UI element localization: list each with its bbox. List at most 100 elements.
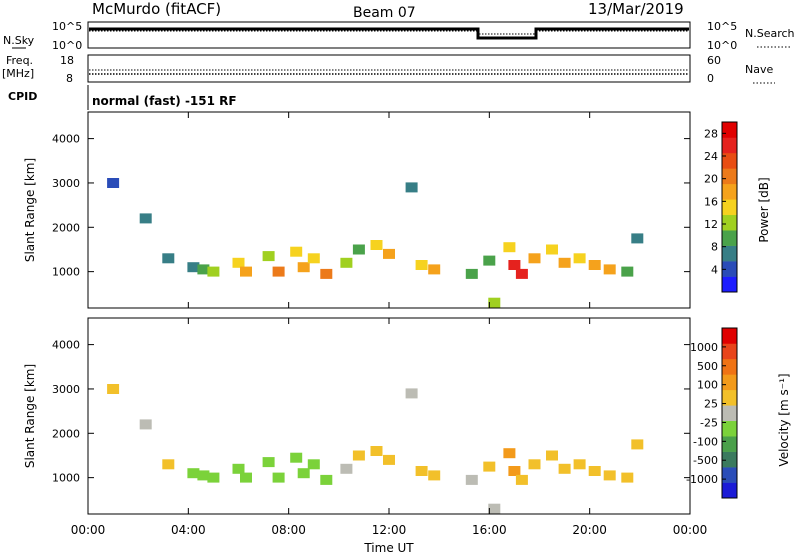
nsky-label: N.Sky	[3, 34, 35, 47]
velocity-y-axis-label: Slant Range [km]	[23, 364, 37, 468]
data-cell	[197, 264, 210, 275]
x-axis-label: Time UT	[363, 541, 414, 554]
data-cell	[528, 459, 541, 470]
nsky-trace	[89, 27, 689, 40]
data-cell	[405, 182, 418, 193]
nsky-tick-bottom: 10^0	[52, 39, 82, 52]
colorbar-segment	[722, 168, 737, 185]
colorbar-segment	[722, 261, 737, 277]
freq-unit: [MHz]	[2, 67, 34, 80]
colorbar-segment	[722, 152, 737, 169]
power-x-ticks	[87, 112, 691, 308]
data-cell	[340, 257, 353, 268]
colorbar-tick-label: -100	[693, 435, 718, 448]
velocity-colorbar: 1000 500 100 25 -25 -100 -500 -1000	[686, 327, 738, 499]
x-tick-label: 16:00	[472, 523, 507, 537]
data-cell	[139, 213, 152, 224]
colorbar-segment	[722, 199, 737, 216]
colorbar-segment	[722, 374, 737, 391]
freq-tick-top: 18	[60, 54, 74, 67]
power-panel-frame	[87, 111, 691, 309]
data-cell	[508, 466, 521, 476]
velocity-panel-frame	[87, 317, 691, 515]
x-tick-label: 00:00	[673, 523, 708, 537]
data-cell	[290, 452, 303, 463]
freq-tick-bottom: 8	[66, 72, 73, 85]
y-tick-label: 1000	[52, 266, 80, 279]
data-cell	[207, 266, 220, 277]
data-cell	[352, 450, 365, 461]
data-cell	[383, 248, 395, 259]
power-colorbar-label: Power [dB]	[757, 177, 771, 242]
y-tick-label: 3000	[52, 383, 80, 396]
data-cell	[232, 463, 245, 474]
cpid-text: normal (fast) -151 RF	[92, 94, 237, 108]
x-tick-label: 12:00	[372, 523, 407, 537]
data-cell	[297, 262, 310, 273]
colorbar-segment	[722, 214, 737, 231]
colorbar-frame	[721, 121, 738, 293]
data-cell	[240, 266, 252, 277]
power-panel: 1000 2000 3000 4000 Slant Range [km] 4 8 12 16…	[23, 111, 771, 309]
data-cell	[488, 503, 501, 514]
colorbar-tick-label: -25	[700, 416, 718, 429]
colorbar-segment	[722, 389, 737, 406]
data-cell	[262, 457, 275, 468]
y-tick-label: 3000	[52, 177, 80, 190]
data-cell	[187, 262, 200, 273]
data-cell	[107, 384, 120, 394]
colorbar-tick-label: 12	[704, 218, 718, 231]
colorbar-tick-label: 500	[697, 360, 718, 373]
beam-title: Beam 07	[353, 5, 416, 21]
data-cell	[588, 466, 601, 476]
data-cell	[383, 454, 395, 465]
colorbar-segment	[722, 122, 737, 138]
colorbar-segment	[722, 245, 737, 262]
data-cell	[465, 474, 478, 485]
colorbar-tick-label: 1000	[690, 341, 718, 354]
x-tick-label: 04:00	[171, 523, 206, 537]
data-cell	[272, 472, 285, 483]
data-cell	[307, 459, 320, 470]
data-cell	[207, 472, 220, 483]
data-cell	[603, 470, 616, 481]
data-cell	[573, 253, 586, 264]
colorbar-segment	[722, 482, 737, 499]
colorbar-segment	[722, 436, 737, 452]
power-y-axis-label: Slant Range [km]	[23, 158, 37, 262]
colorbar-segment	[722, 405, 737, 422]
data-cell	[162, 253, 175, 264]
colorbar-tick-label: 8	[711, 241, 718, 254]
velocity-y-ticks: 1000 2000 3000 4000	[52, 339, 690, 485]
data-cell	[588, 260, 601, 270]
data-cell	[232, 257, 245, 268]
colorbar-tick-label: 20	[704, 173, 718, 186]
power-cells	[107, 178, 644, 308]
data-cell	[415, 260, 428, 270]
nave-tick-bottom: 0	[707, 72, 714, 85]
data-cell	[573, 459, 586, 470]
colorbar-segment	[722, 328, 737, 344]
data-cell	[340, 463, 353, 474]
colorbar-segment	[722, 276, 737, 293]
colorbar-segment	[722, 451, 737, 468]
data-cell	[631, 233, 644, 244]
y-tick-label: 1000	[52, 472, 80, 485]
data-cell	[272, 266, 285, 277]
velocity-x-ticks: 00:00 04:00 08:00 12:00 16:00 20:00 00:00	[71, 318, 708, 537]
nsearch-label: N.Search	[745, 27, 795, 40]
data-cell	[558, 463, 571, 474]
y-tick-label: 2000	[52, 221, 80, 234]
data-cell	[528, 253, 541, 264]
data-cell	[603, 264, 616, 275]
data-cell	[352, 244, 365, 255]
data-cell	[546, 450, 558, 461]
x-tick-label: 00:00	[71, 523, 106, 537]
data-cell	[405, 388, 418, 399]
colorbar-segment	[722, 467, 737, 483]
power-y-ticks: 1000 2000 3000 4000	[52, 133, 690, 279]
data-cell	[139, 419, 152, 430]
data-cell	[107, 178, 120, 188]
nsky-tick-top: 10^5	[52, 20, 82, 33]
data-cell	[558, 257, 571, 268]
